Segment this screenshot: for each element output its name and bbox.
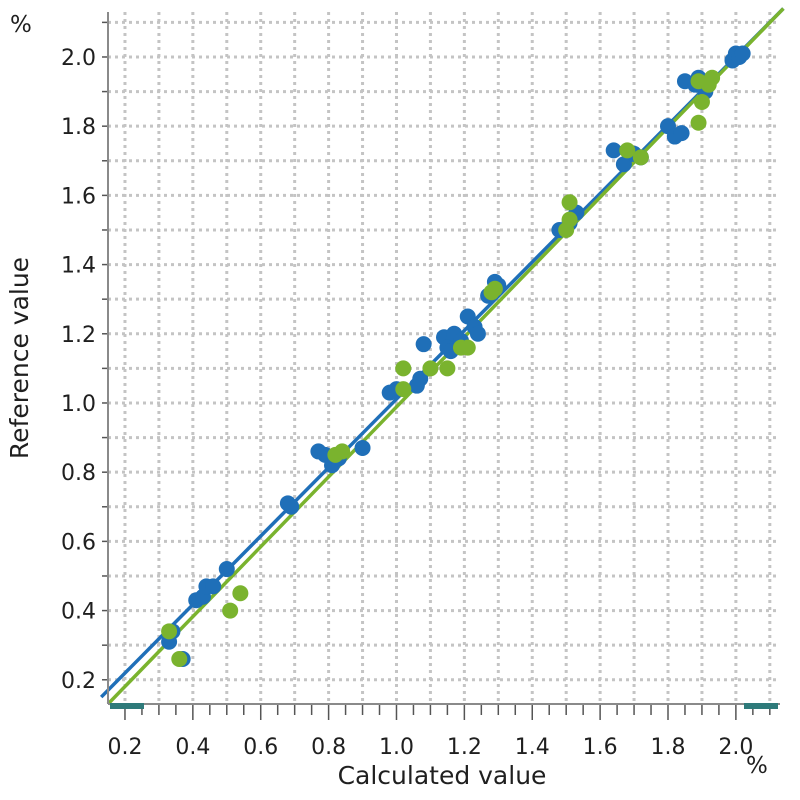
data-point-green — [690, 114, 707, 131]
data-point-green — [486, 280, 503, 297]
data-point-blue — [218, 561, 235, 578]
y-tick-label: 0.4 — [61, 600, 96, 625]
y-tick-label: 0.6 — [61, 530, 96, 555]
data-point-blue — [412, 370, 429, 387]
scroll-handle-right[interactable] — [744, 703, 778, 709]
data-point-blue — [205, 578, 222, 595]
y-tick-label: 1.8 — [61, 115, 96, 140]
data-point-blue — [615, 156, 632, 173]
data-points — [161, 45, 751, 668]
data-point-green — [459, 339, 476, 356]
x-unit-label: % — [746, 753, 768, 779]
data-point-blue — [469, 325, 486, 342]
y-axis-title: Reference value — [5, 257, 34, 459]
x-tick-label: 0.4 — [175, 735, 210, 760]
data-point-green — [422, 360, 439, 377]
x-tick-label: 1.0 — [379, 735, 414, 760]
x-tick-label: 1.2 — [447, 735, 482, 760]
data-point-blue — [415, 336, 432, 353]
x-tick-label: 0.6 — [243, 735, 278, 760]
scroll-handle-left[interactable] — [110, 703, 144, 709]
x-tick-labels: 0.2 0.4 0.6 0.8 1.0 1.2 1.4 1.6 1.8 2.0 — [107, 735, 753, 760]
y-unit-label: % — [10, 12, 32, 38]
y-tick-label: 0.2 — [61, 669, 96, 694]
data-point-blue — [734, 45, 751, 62]
data-point-blue — [354, 439, 371, 456]
x-tick-label: 0.8 — [311, 735, 346, 760]
y-tick-label: 1.4 — [61, 254, 96, 279]
x-axis-title: Calculated value — [338, 761, 547, 790]
data-point-green — [232, 585, 249, 602]
data-point-green — [693, 93, 710, 110]
grid — [108, 12, 780, 704]
data-point-green — [161, 623, 178, 640]
data-point-blue — [283, 498, 300, 515]
data-point-green — [619, 142, 636, 159]
y-tick-label: 1.0 — [61, 392, 96, 417]
x-tick-label: 0.2 — [107, 735, 142, 760]
x-tick-label: 1.6 — [583, 735, 618, 760]
data-point-green — [222, 602, 239, 619]
y-tick-label: 2.0 — [61, 46, 96, 71]
data-point-green — [704, 69, 721, 86]
y-tick-label: 0.8 — [61, 461, 96, 486]
data-point-blue — [605, 142, 622, 159]
data-point-green — [171, 651, 188, 668]
data-point-green — [395, 381, 412, 398]
data-point-green — [632, 149, 649, 166]
y-tick-label: 1.2 — [61, 323, 96, 348]
data-point-green — [334, 443, 351, 460]
x-tick-label: 1.8 — [651, 735, 686, 760]
data-point-green — [561, 194, 578, 211]
x-tick-label: 2.0 — [718, 735, 753, 760]
x-axis-scrollbar[interactable] — [110, 703, 778, 709]
data-point-green — [439, 360, 456, 377]
x-tick-label: 1.4 — [515, 735, 550, 760]
data-point-green — [395, 360, 412, 377]
y-tick-label: 1.6 — [61, 184, 96, 209]
y-tick-labels: 0.2 0.4 0.6 0.8 1.0 1.2 1.4 1.6 1.8 2.0 — [61, 46, 96, 694]
data-point-blue — [673, 125, 690, 142]
data-point-green — [561, 211, 578, 228]
